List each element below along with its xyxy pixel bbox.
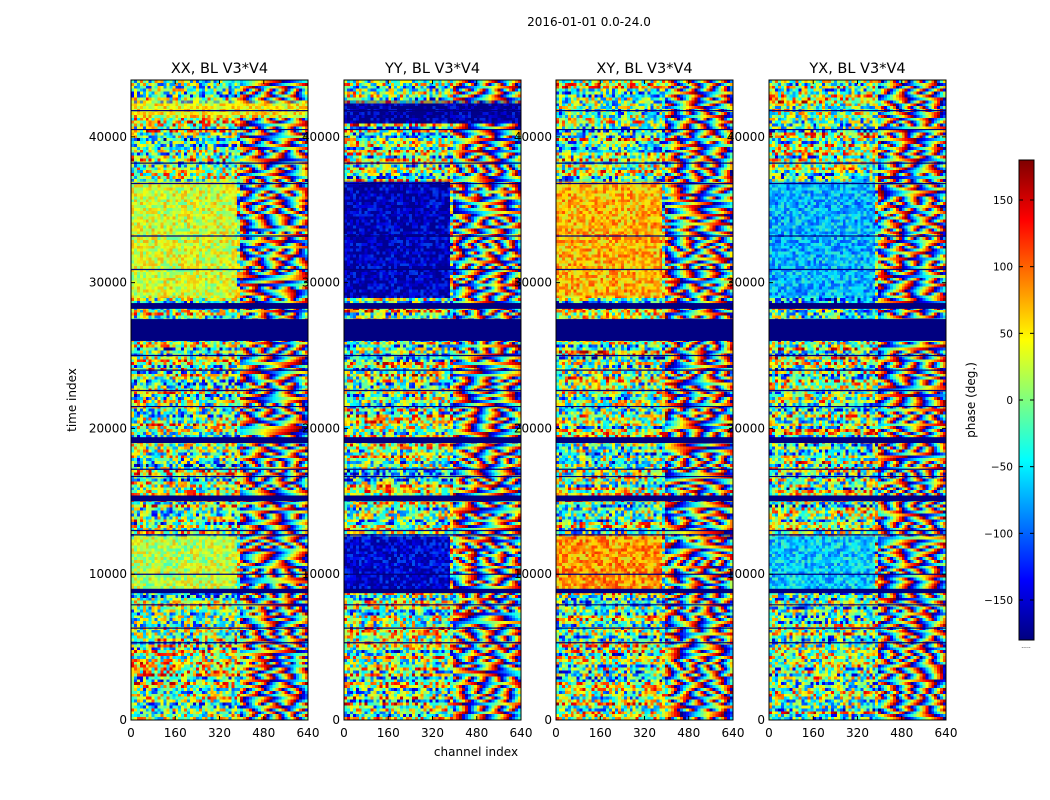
colorbar-tick-label: −50	[991, 462, 1013, 474]
flagged-band	[131, 495, 308, 502]
panel-title: YY, BL V3*V4	[384, 61, 480, 77]
colorbar-tick-label: −100	[984, 528, 1013, 540]
y-tick-label: 40000	[727, 130, 765, 144]
dominant-phase-block	[344, 534, 450, 589]
x-tick-label: 480	[465, 726, 488, 740]
y-tick-label: 40000	[514, 130, 552, 144]
x-tick-label: 480	[890, 726, 913, 740]
y-axis-label: time index	[65, 368, 79, 432]
y-tick-label: 0	[332, 713, 340, 727]
flagged-band	[344, 303, 521, 309]
y-tick-label: 30000	[514, 276, 552, 290]
flagged-band	[769, 495, 946, 502]
y-tick-label: 20000	[89, 421, 127, 435]
phase-waterfall-image	[556, 80, 733, 720]
dominant-phase-block	[131, 180, 237, 298]
phase-waterfall-image	[769, 80, 946, 720]
y-tick-label: 0	[757, 713, 765, 727]
panel-xx: XX, BL V3*V4 0 160 320 480 640 0 10000 20000 3000…	[89, 61, 320, 740]
colorbar-ticks: 150 100 50 0 −50 −100 −150	[984, 195, 1034, 607]
suptitle: 2016-01-01 0.0-24.0	[527, 15, 651, 29]
x-tick-label: 160	[377, 726, 400, 740]
flagged-band	[556, 495, 733, 502]
dominant-phase-block	[769, 180, 875, 298]
panel-title: XY, BL V3*V4	[596, 61, 692, 77]
x-tick-label: 0	[552, 726, 560, 740]
dominant-phase-block	[769, 534, 875, 589]
flagged-band	[556, 303, 733, 309]
x-tick-label: 0	[127, 726, 135, 740]
dominant-phase-block	[556, 534, 662, 589]
x-tick-label: 640	[510, 726, 533, 740]
x-tick-label: 0	[765, 726, 773, 740]
y-tick-label: 10000	[514, 567, 552, 581]
phase-waterfall-image	[344, 80, 521, 720]
flagged-band	[131, 437, 308, 444]
colorbar-tick-label: −150	[984, 595, 1013, 607]
colorbar-tick-label: 50	[1000, 328, 1013, 340]
dominant-phase-block	[344, 100, 521, 123]
y-tick-label: 20000	[727, 421, 765, 435]
flagged-band	[344, 319, 521, 341]
x-tick-label: 320	[208, 726, 231, 740]
flagged-band	[131, 588, 308, 594]
x-tick-label: 320	[846, 726, 869, 740]
x-tick-label: 320	[421, 726, 444, 740]
y-tick-label: 30000	[89, 276, 127, 290]
dominant-phase-block	[131, 534, 237, 589]
x-tick-label: 480	[252, 726, 275, 740]
colorbar-label: phase (deg.)	[964, 362, 978, 438]
y-tick-label: 40000	[89, 130, 127, 144]
x-tick-label: 640	[935, 726, 958, 740]
flagged-band	[769, 437, 946, 444]
y-tick-label: 10000	[727, 567, 765, 581]
flagged-band	[556, 588, 733, 594]
x-tick-label: 640	[297, 726, 320, 740]
panel-xy: XY, BL V3*V4 0 160 320 480 640 0 10000 20000 3000…	[514, 61, 745, 740]
y-tick-label: 0	[544, 713, 552, 727]
x-tick-label: 160	[164, 726, 187, 740]
x-tick-label: 480	[677, 726, 700, 740]
flagged-band	[344, 495, 521, 502]
x-tick-label: 640	[722, 726, 745, 740]
y-tick-label: 20000	[302, 421, 340, 435]
dominant-phase-block	[131, 100, 308, 115]
flagged-band	[131, 303, 308, 309]
y-tick-label: 40000	[302, 130, 340, 144]
y-tick-label: 30000	[727, 276, 765, 290]
x-tick-label: 160	[802, 726, 825, 740]
colorbar-note: .....	[1021, 643, 1031, 650]
panels: XX, BL V3*V4 0 160 320 480 640 0 10000 20000 3000…	[89, 61, 958, 740]
panel-title: XX, BL V3*V4	[171, 61, 268, 77]
flagged-band	[769, 588, 946, 594]
x-axis-label: channel index	[434, 745, 518, 759]
colorbar: 150 100 50 0 −50 −100 −150 phase (deg.) .....	[964, 159, 1035, 650]
colorbar-tick-label: 100	[993, 262, 1013, 274]
colorbar-tick-label: 0	[1006, 395, 1013, 407]
panel-yy: YY, BL V3*V4 0 160 320 480 640 0 10000 20000 3000…	[302, 61, 533, 740]
x-tick-label: 160	[589, 726, 612, 740]
dominant-phase-block	[556, 180, 662, 298]
flagged-band	[344, 437, 521, 444]
flagged-band	[556, 437, 733, 444]
y-tick-label: 10000	[89, 567, 127, 581]
colorbar-tick-label: 150	[993, 195, 1013, 207]
x-tick-label: 320	[633, 726, 656, 740]
flagged-band	[769, 319, 946, 341]
panel-title: YX, BL V3*V4	[808, 61, 905, 77]
y-tick-label: 0	[119, 713, 127, 727]
flagged-band	[131, 319, 308, 341]
y-tick-label: 20000	[514, 421, 552, 435]
phase-waterfall-image	[131, 80, 308, 720]
x-tick-label: 0	[340, 726, 348, 740]
flagged-band	[344, 588, 521, 594]
dominant-phase-block	[344, 180, 450, 298]
panel-yx: YX, BL V3*V4 0 160 320 480 640 0 10000 20000 3000…	[727, 61, 958, 740]
flagged-band	[556, 319, 733, 341]
y-tick-label: 30000	[302, 276, 340, 290]
y-tick-label: 10000	[302, 567, 340, 581]
flagged-band	[769, 303, 946, 309]
